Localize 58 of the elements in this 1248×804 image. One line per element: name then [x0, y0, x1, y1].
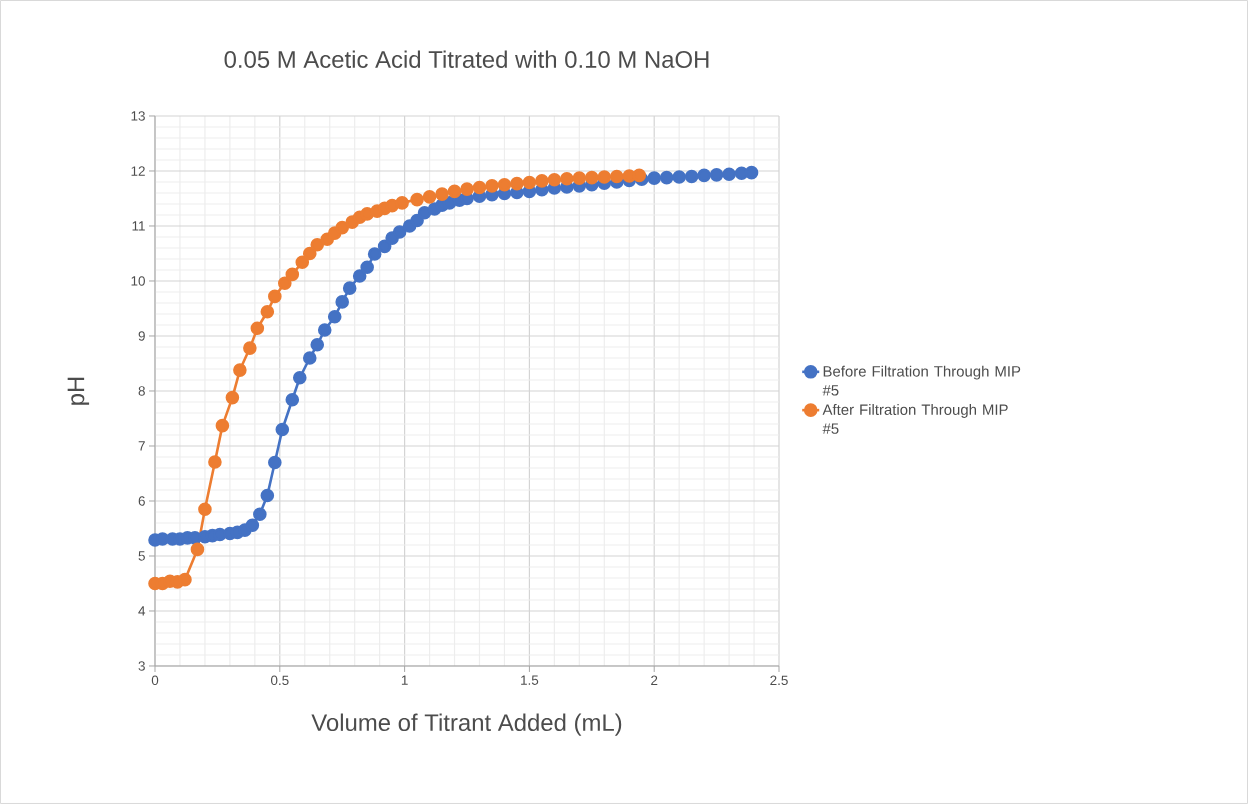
point [632, 168, 647, 183]
point [609, 169, 624, 184]
point [447, 184, 462, 199]
point [410, 192, 424, 207]
y-tick-label: 3 [138, 661, 145, 671]
point [597, 170, 612, 184]
y-tick-label: 11 [132, 221, 145, 231]
y-tick-label: 7 [138, 441, 145, 451]
legend-label: After Filtration Through MIP #5 [822, 403, 1008, 434]
point [460, 182, 474, 196]
x-axis-title: Volume of Titrant Added (mL) [311, 713, 622, 736]
point [278, 276, 292, 290]
point [435, 187, 449, 201]
point [485, 179, 499, 193]
x-tick-label: 0.5 [270, 675, 289, 686]
x-tick-label: 2.5 [770, 675, 788, 686]
y-tick-label: 6 [138, 496, 145, 506]
legend-label: Before Filtration Through MIP #5 [822, 365, 1021, 396]
point [233, 363, 247, 377]
point [572, 171, 587, 185]
point [198, 502, 212, 517]
x-tick-label: 2 [651, 675, 658, 685]
point [302, 246, 317, 261]
point [560, 171, 574, 186]
y-tick-label: 12 [131, 166, 145, 176]
point [215, 418, 230, 433]
point [497, 177, 512, 192]
x-tick-label: 1.5 [521, 675, 539, 685]
point [268, 289, 282, 304]
point [395, 196, 409, 210]
point [190, 542, 205, 557]
chart-title: 0.05 M Acetic Acid Titrated with 0.10 M NaOH [224, 50, 709, 68]
y-tick-label: 10 [131, 276, 145, 286]
point [535, 174, 549, 188]
point [472, 180, 487, 195]
y-axis-title: pH [67, 377, 90, 405]
y-tick-label: 13 [131, 111, 145, 121]
x-tick-label: 1 [401, 675, 408, 685]
y-tick-label: 8 [138, 386, 145, 396]
point [310, 237, 325, 252]
point [178, 572, 192, 587]
point [250, 321, 265, 336]
point [422, 190, 437, 204]
point [510, 176, 524, 191]
y-tick-label: 4 [138, 606, 146, 616]
point [285, 267, 300, 282]
point [522, 175, 537, 190]
point [260, 304, 275, 319]
point [225, 390, 240, 405]
point [547, 172, 562, 187]
point [295, 255, 310, 270]
point [585, 170, 599, 185]
y-tick-label: 9 [138, 331, 145, 341]
point [243, 341, 257, 355]
y-tick-label: 5 [138, 551, 145, 561]
x-tick-label: 0 [151, 675, 159, 686]
point [208, 455, 222, 469]
point [335, 220, 350, 235]
